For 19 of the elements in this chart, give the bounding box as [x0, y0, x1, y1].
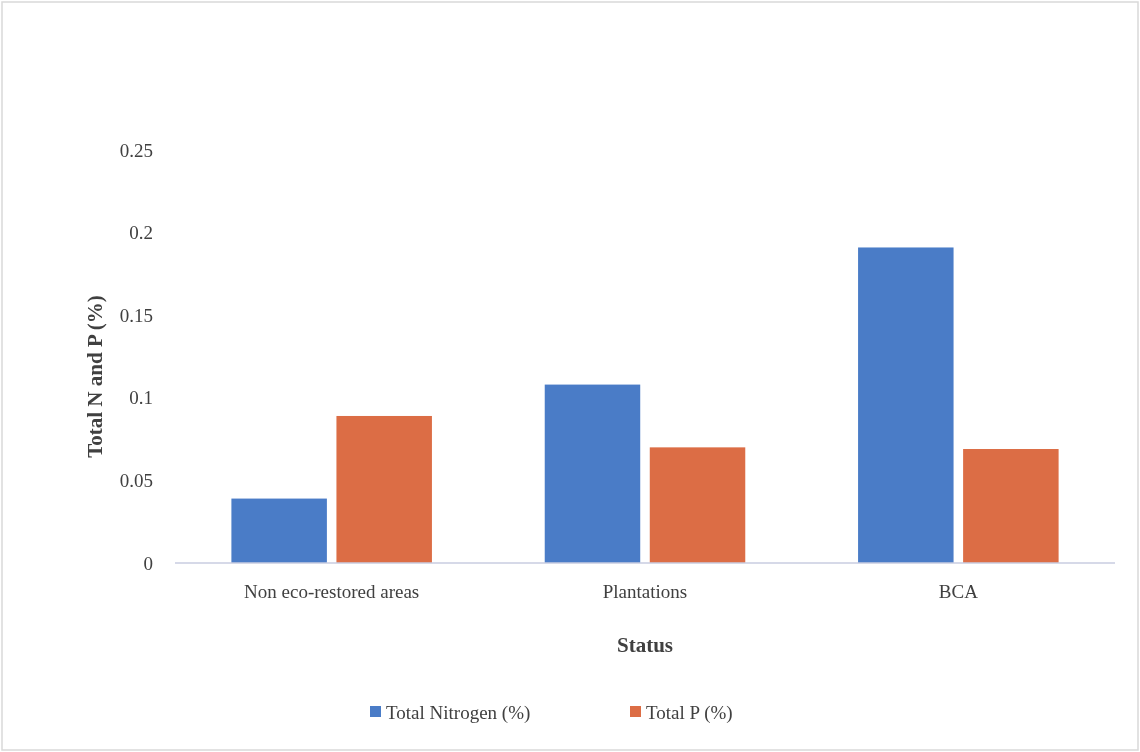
y-axis-title: Total N and P (%)	[83, 295, 107, 458]
bar	[544, 384, 641, 563]
y-tick-label: 0.15	[119, 304, 153, 326]
x-tick-label: Non eco-restored areas	[244, 581, 420, 602]
legend-label: Total Nitrogen (%)	[386, 701, 531, 724]
x-axis-title: Status	[616, 633, 674, 657]
y-tick-label: 0.05	[119, 470, 153, 492]
bar	[649, 447, 746, 563]
bar	[336, 415, 432, 563]
bar	[963, 449, 1059, 563]
legend-label: Total P (%)	[646, 701, 733, 724]
bar	[858, 247, 954, 563]
x-tick-label: BCA	[938, 581, 979, 602]
y-tick-label: 0	[143, 552, 153, 574]
bar	[231, 498, 327, 563]
y-tick-label: 0.25	[119, 139, 153, 161]
y-tick-label: 0.1	[129, 387, 153, 409]
x-tick-label: Plantations	[602, 581, 688, 602]
y-tick-label: 0.2	[129, 222, 153, 244]
